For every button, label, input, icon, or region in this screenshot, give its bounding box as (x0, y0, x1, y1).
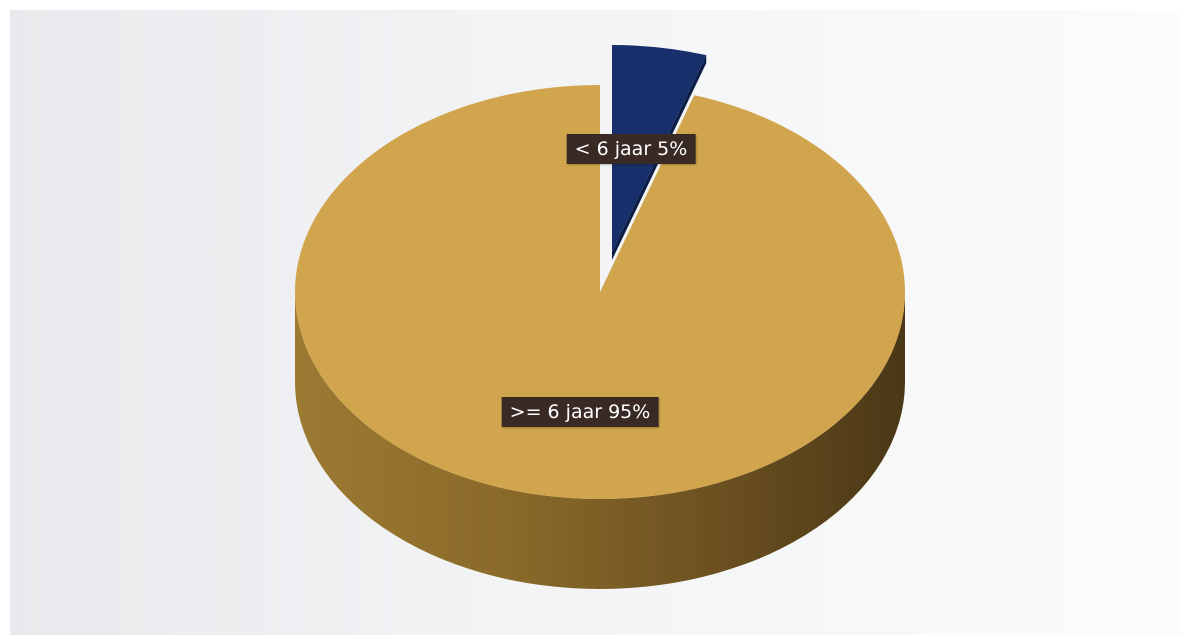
slice-label-6-and-over: >= 6 jaar 95% (501, 397, 659, 427)
slice-label-under-6: < 6 jaar 5% (566, 134, 696, 164)
pie-slice-6-and-over (295, 85, 906, 500)
pie-side-large (295, 292, 905, 589)
top-strip (0, 0, 1192, 10)
